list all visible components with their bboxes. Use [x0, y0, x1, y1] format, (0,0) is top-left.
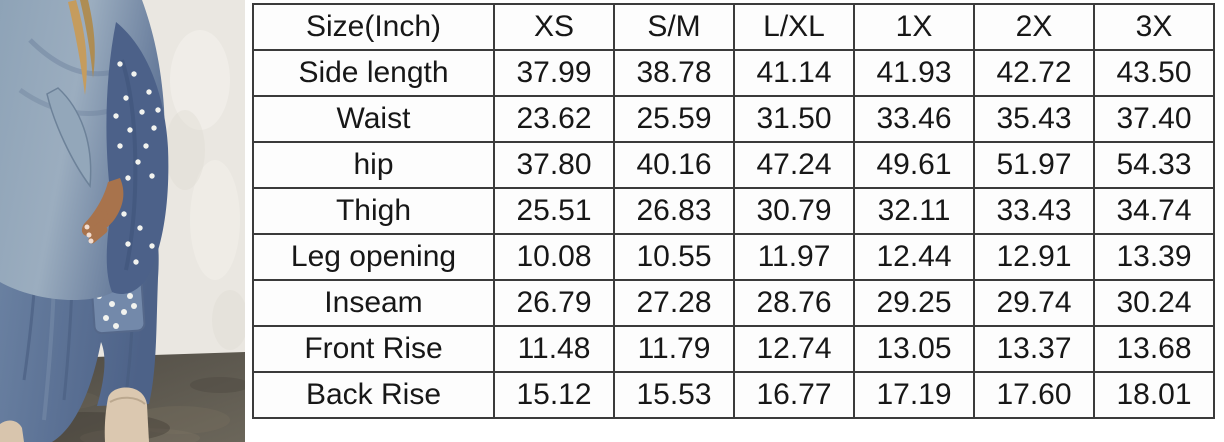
blonde-hair: [68, 0, 95, 95]
measurement-row: hip 37.80 40.16 47.24 49.61 51.97 54.33: [252, 141, 1215, 189]
measurement-value: 26.79: [493, 279, 615, 327]
measurement-value: 49.61: [853, 141, 975, 189]
measurement-row: Waist 23.62 25.59 31.50 33.46 35.43 37.40: [252, 95, 1215, 143]
measurement-row: Leg opening 10.08 10.55 11.97 12.44 12.91 13.3…: [252, 233, 1215, 281]
measurement-value: 41.14: [733, 49, 855, 97]
measurement-value: 10.55: [613, 233, 735, 281]
measurement-value: 35.43: [973, 95, 1095, 143]
measurement-value: 13.39: [1093, 233, 1215, 281]
measurement-label: Thigh: [252, 187, 495, 235]
measurement-value: 47.24: [733, 141, 855, 189]
measurement-value: 40.16: [613, 141, 735, 189]
measurement-value: 25.51: [493, 187, 615, 235]
product-photo-illustration: [0, 0, 245, 442]
size-column-header: 1X: [853, 3, 975, 51]
measurement-row: Inseam 26.79 27.28 28.76 29.25 29.74 30.24: [252, 279, 1215, 327]
measurement-value: 38.78: [613, 49, 735, 97]
size-table: Size(Inch) XS S/M L/XL 1X 2X 3X Side length 37.…: [252, 3, 1215, 419]
measurement-value: 28.76: [733, 279, 855, 327]
measurement-value: 11.79: [613, 325, 735, 373]
measurement-value: 30.24: [1093, 279, 1215, 327]
measurement-value: 51.97: [973, 141, 1095, 189]
measurement-value: 18.01: [1093, 371, 1215, 419]
measurement-value: 43.50: [1093, 49, 1215, 97]
measurement-value: 11.48: [493, 325, 615, 373]
measurement-label: Side length: [252, 49, 495, 97]
measurement-value: 12.44: [853, 233, 975, 281]
measurement-value: 33.46: [853, 95, 975, 143]
measurement-value: 30.79: [733, 187, 855, 235]
measurement-value: 31.50: [733, 95, 855, 143]
second-boot-toe: [0, 420, 24, 442]
measurement-value: 42.72: [973, 49, 1095, 97]
measurement-label: Front Rise: [252, 325, 495, 373]
measurement-row: Front Rise 11.48 11.79 12.74 13.05 13.37 13.68: [252, 325, 1215, 373]
measurement-value: 13.68: [1093, 325, 1215, 373]
measurement-label: Back Rise: [252, 371, 495, 419]
measurement-value: 16.77: [733, 371, 855, 419]
measurement-value: 15.53: [613, 371, 735, 419]
measurement-value: 41.93: [853, 49, 975, 97]
size-table-header: Size(Inch) XS S/M L/XL 1X 2X 3X: [252, 3, 1215, 51]
measurement-label: Waist: [252, 95, 495, 143]
measurement-value: 13.37: [973, 325, 1095, 373]
size-column-header: 3X: [1093, 3, 1215, 51]
measurement-value: 13.05: [853, 325, 975, 373]
corner-header: Size(Inch): [252, 3, 495, 51]
measurement-label: hip: [252, 141, 495, 189]
measurement-value: 34.74: [1093, 187, 1215, 235]
measurement-value: 10.08: [493, 233, 615, 281]
size-table-panel: Size(Inch) XS S/M L/XL 1X 2X 3X Side length 37.…: [245, 0, 1224, 442]
measurement-label: Inseam: [252, 279, 495, 327]
measurement-row: Side length 37.99 38.78 41.14 41.93 42.72 43.5…: [252, 49, 1215, 97]
measurement-row: Back Rise 15.12 15.53 16.77 17.19 17.60 18.01: [252, 371, 1215, 419]
sleeve-pearl-dots: [113, 61, 161, 265]
measurement-value: 54.33: [1093, 141, 1215, 189]
measurement-value: 37.99: [493, 49, 615, 97]
size-column-header: S/M: [613, 3, 735, 51]
beige-boot: [104, 387, 149, 442]
measurement-value: 12.91: [973, 233, 1095, 281]
measurement-value: 12.74: [733, 325, 855, 373]
measurement-value: 17.19: [853, 371, 975, 419]
measurement-value: 33.43: [973, 187, 1095, 235]
measurement-value: 29.74: [973, 279, 1095, 327]
size-table-body: Side length 37.99 38.78 41.14 41.93 42.72 43.5…: [252, 49, 1215, 419]
measurement-value: 29.25: [853, 279, 975, 327]
measurement-label: Leg opening: [252, 233, 495, 281]
product-photo: [0, 0, 245, 442]
measurement-value: 23.62: [493, 95, 615, 143]
measurement-value: 15.12: [493, 371, 615, 419]
size-column-header: L/XL: [733, 3, 855, 51]
measurement-value: 25.59: [613, 95, 735, 143]
measurement-value: 26.83: [613, 187, 735, 235]
header-row: Size(Inch) XS S/M L/XL 1X 2X 3X: [252, 3, 1215, 51]
measurement-value: 11.97: [733, 233, 855, 281]
measurement-value: 17.60: [973, 371, 1095, 419]
measurement-value: 37.80: [493, 141, 615, 189]
measurement-row: Thigh 25.51 26.83 30.79 32.11 33.43 34.74: [252, 187, 1215, 235]
measurement-value: 27.28: [613, 279, 735, 327]
size-column-header: 2X: [973, 3, 1095, 51]
measurement-value: 32.11: [853, 187, 975, 235]
size-column-header: XS: [493, 3, 615, 51]
model-hand: [81, 178, 124, 244]
measurement-value: 37.40: [1093, 95, 1215, 143]
